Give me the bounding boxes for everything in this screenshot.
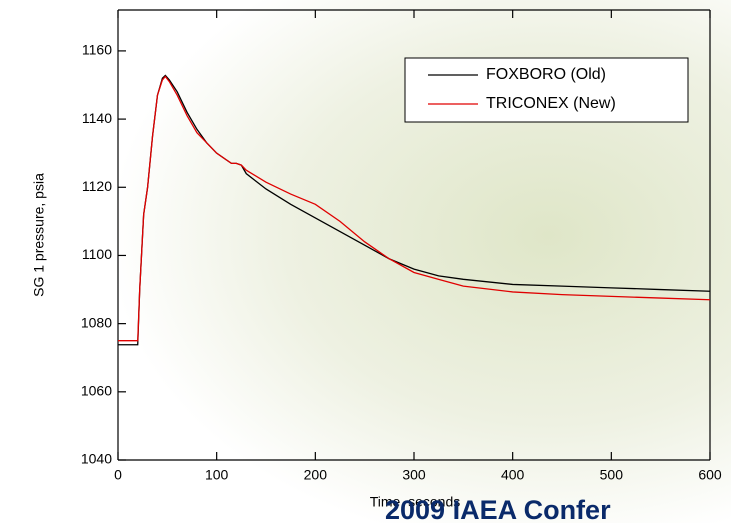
x-tick-label: 200	[304, 467, 328, 483]
y-tick-label: 1140	[82, 110, 112, 126]
x-tick-label: 300	[402, 467, 426, 483]
y-axis-label: SG 1 pressure, psia	[31, 173, 47, 297]
x-tick-label: 600	[698, 467, 722, 483]
x-axis-label: Time, seconds	[370, 494, 461, 510]
x-tick-label: 500	[600, 467, 624, 483]
y-tick-label: 1060	[81, 383, 112, 399]
y-tick-label: 1080	[81, 314, 112, 330]
series-line	[118, 75, 711, 342]
y-tick-label: 1160	[82, 42, 112, 58]
y-tick-label: 1100	[82, 246, 112, 262]
x-tick-label: 100	[205, 467, 229, 483]
legend-box	[404, 57, 689, 123]
footer: 2009 IAEA Confer	[385, 495, 611, 523]
x-tick-label: 400	[501, 467, 525, 483]
x-tick-label: 0	[114, 467, 122, 483]
legend: FOXBORO (Old) TRICONEX (New)	[404, 57, 689, 123]
legend-label: FOXBORO (Old)	[486, 66, 606, 83]
y-tick-label: 1040	[81, 451, 112, 467]
legend-label: TRICONEX (New)	[486, 95, 616, 112]
y-tick-label: 1120	[82, 178, 112, 194]
